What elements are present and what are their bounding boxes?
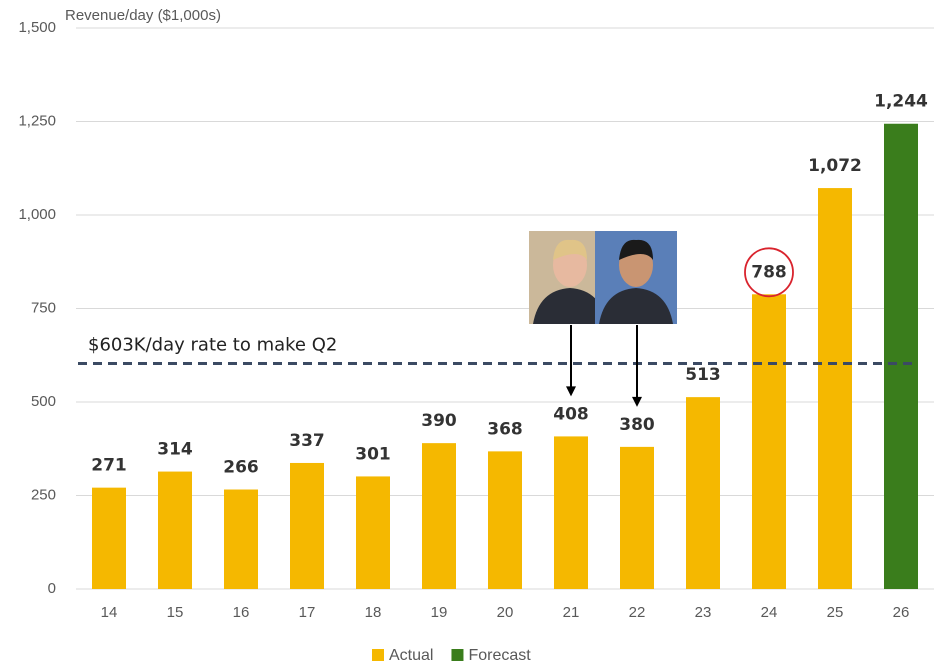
x-tick-label: 14	[101, 604, 118, 621]
value-label: 1,244	[874, 92, 928, 112]
x-tick-label: 23	[695, 604, 712, 621]
value-label: 513	[685, 365, 721, 385]
bar	[818, 188, 852, 589]
legend-label: Forecast	[468, 647, 531, 664]
highlight-circle	[744, 247, 794, 298]
value-label: 368	[487, 419, 523, 439]
y-tick-label: 0	[48, 580, 56, 597]
value-label: 408	[553, 404, 589, 424]
value-label: 337	[289, 431, 325, 451]
x-tick-label: 19	[431, 604, 448, 621]
bar	[554, 436, 588, 589]
y-tick-label: 250	[31, 486, 56, 503]
reference-label: $603K/day rate to make Q2	[88, 334, 337, 355]
value-label: 788	[751, 262, 787, 282]
arrow-head	[566, 386, 576, 397]
bar	[620, 446, 654, 589]
portrait-body	[599, 288, 673, 324]
y-tick-label: 1,250	[18, 112, 56, 129]
bar	[92, 487, 126, 589]
y-tick-label: 500	[31, 393, 56, 410]
value-label: 266	[223, 458, 259, 478]
x-tick-label: 18	[365, 604, 382, 621]
x-tick-label: 25	[827, 604, 844, 621]
value-label: 271	[91, 456, 127, 476]
x-tick-label: 26	[893, 604, 910, 621]
value-label: 1,072	[808, 156, 862, 176]
x-tick-label: 21	[563, 604, 580, 621]
bar	[686, 397, 720, 589]
x-tick-label: 16	[233, 604, 250, 621]
value-label: 314	[157, 440, 193, 460]
y-tick-label: 750	[31, 299, 56, 316]
bar	[422, 443, 456, 589]
bar	[488, 451, 522, 589]
x-tick-label: 22	[629, 604, 646, 621]
bar	[158, 471, 192, 589]
value-label: 380	[619, 415, 655, 435]
bar	[356, 476, 390, 589]
y-axis-label: Revenue/day ($1,000s)	[65, 7, 221, 24]
value-label: 390	[421, 411, 457, 431]
portrait-hair	[553, 239, 587, 260]
x-tick-label: 17	[299, 604, 316, 621]
legend-swatch	[372, 649, 384, 661]
portrait-hair	[619, 239, 653, 260]
bar	[884, 123, 918, 589]
legend-swatch	[451, 649, 464, 661]
y-tick-label: 1,000	[18, 206, 56, 223]
x-tick-label: 20	[497, 604, 514, 621]
bar	[224, 489, 258, 589]
value-label: 301	[355, 444, 391, 464]
y-tick-label: 1,500	[18, 19, 56, 36]
x-tick-label: 15	[167, 604, 184, 621]
bar	[752, 294, 786, 589]
portrait-body	[533, 288, 607, 324]
x-tick-label: 24	[761, 604, 778, 621]
arrow-head	[632, 396, 642, 407]
bar	[290, 462, 324, 589]
legend-label: Actual	[389, 647, 433, 664]
